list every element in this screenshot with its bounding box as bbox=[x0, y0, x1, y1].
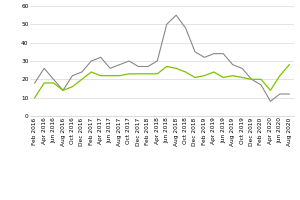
Mean PET bottle grade bbox=[61, 89, 65, 92]
Mean PET bottle grade bbox=[42, 67, 46, 70]
Mean PET bottle grade bbox=[33, 82, 37, 84]
Mean PET bottle grade bbox=[70, 74, 74, 77]
Mean PVC susp bbox=[184, 71, 188, 73]
Mean PET bottle grade bbox=[155, 60, 159, 62]
Mean PVC susp bbox=[212, 71, 216, 73]
Mean PVC susp bbox=[202, 74, 206, 77]
Mean PET bottle grade bbox=[89, 60, 93, 62]
Mean PET bottle grade bbox=[80, 71, 84, 73]
Mean PET bottle grade bbox=[174, 14, 178, 16]
Mean PVC susp bbox=[89, 71, 93, 73]
Mean PET bottle grade bbox=[52, 78, 56, 81]
Mean PET bottle grade bbox=[184, 27, 188, 29]
Line: Mean PET bottle grade: Mean PET bottle grade bbox=[35, 15, 289, 101]
Mean PVC susp bbox=[136, 73, 140, 75]
Mean PVC susp bbox=[259, 78, 263, 81]
Mean PET bottle grade bbox=[212, 52, 216, 55]
Mean PET bottle grade bbox=[146, 65, 150, 68]
Mean PVC susp bbox=[250, 78, 253, 81]
Mean PVC susp bbox=[193, 76, 197, 79]
Mean PET bottle grade bbox=[250, 78, 253, 81]
Mean PET bottle grade bbox=[287, 93, 291, 95]
Mean PET bottle grade bbox=[108, 67, 112, 70]
Mean PET bottle grade bbox=[278, 93, 282, 95]
Mean PET bottle grade bbox=[193, 51, 197, 53]
Mean PET bottle grade bbox=[202, 56, 206, 59]
Mean PVC susp bbox=[221, 76, 225, 79]
Mean PET bottle grade bbox=[259, 84, 263, 86]
Mean PVC susp bbox=[287, 63, 291, 66]
Mean PVC susp bbox=[155, 73, 159, 75]
Mean PET bottle grade bbox=[99, 56, 103, 59]
Mean PVC susp bbox=[42, 82, 46, 84]
Mean PVC susp bbox=[127, 73, 131, 75]
Mean PET bottle grade bbox=[268, 100, 272, 103]
Mean PET bottle grade bbox=[221, 52, 225, 55]
Mean PET bottle grade bbox=[240, 67, 244, 70]
Mean PVC susp bbox=[108, 74, 112, 77]
Mean PET bottle grade bbox=[118, 63, 122, 66]
Mean PVC susp bbox=[278, 74, 282, 77]
Mean PVC susp bbox=[240, 76, 244, 79]
Mean PET bottle grade bbox=[231, 63, 235, 66]
Mean PET bottle grade bbox=[127, 60, 131, 62]
Mean PVC susp bbox=[118, 74, 122, 77]
Mean PVC susp bbox=[165, 65, 169, 68]
Mean PVC susp bbox=[80, 78, 84, 81]
Mean PVC susp bbox=[146, 73, 150, 75]
Line: Mean PVC susp: Mean PVC susp bbox=[35, 65, 289, 98]
Mean PET bottle grade bbox=[165, 23, 169, 26]
Mean PVC susp bbox=[174, 67, 178, 70]
Mean PVC susp bbox=[52, 82, 56, 84]
Mean PVC susp bbox=[231, 74, 235, 77]
Mean PET bottle grade bbox=[136, 65, 140, 68]
Mean PVC susp bbox=[99, 74, 103, 77]
Mean PVC susp bbox=[33, 96, 37, 99]
Mean PVC susp bbox=[70, 85, 74, 88]
Mean PVC susp bbox=[61, 89, 65, 92]
Mean PVC susp bbox=[268, 89, 272, 92]
